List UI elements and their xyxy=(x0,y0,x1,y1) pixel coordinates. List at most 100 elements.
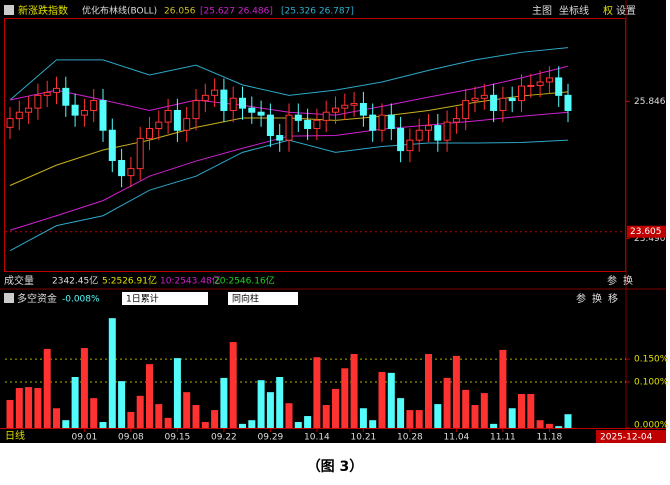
candle-body xyxy=(369,114,377,131)
bar xyxy=(564,414,572,428)
dropdown[interactable] xyxy=(122,292,208,305)
bar xyxy=(322,405,330,428)
bar xyxy=(499,349,507,428)
y-tick-label: 25.846 xyxy=(634,97,666,107)
x-tick-label: 11.04 xyxy=(444,433,470,443)
button[interactable]: 坐标线 xyxy=(559,4,589,17)
candle-body xyxy=(90,100,98,111)
candle-body xyxy=(452,118,460,123)
candle-body xyxy=(192,100,200,120)
candle-body xyxy=(25,107,33,113)
sub-value: -0.008% xyxy=(62,295,100,305)
candle-body xyxy=(285,114,293,141)
candle-body xyxy=(71,104,79,116)
bar xyxy=(285,403,293,428)
bar xyxy=(332,388,339,428)
candle-body xyxy=(6,118,14,128)
bar xyxy=(350,354,358,428)
button[interactable]: 主图 xyxy=(532,5,552,17)
candle-body xyxy=(406,139,414,152)
candle-body xyxy=(490,94,498,111)
bar xyxy=(136,395,144,428)
sub-label: 多空资金 xyxy=(17,292,57,305)
boll-band: [25.326 26.787] xyxy=(281,7,354,17)
candle-body xyxy=(229,97,237,111)
candle-body xyxy=(387,114,395,130)
bar xyxy=(211,410,219,428)
candle-body xyxy=(155,121,163,130)
candle-body xyxy=(415,129,423,141)
candle-body xyxy=(53,87,60,93)
period[interactable]: 日线 xyxy=(5,429,25,442)
candle-body xyxy=(471,97,479,102)
button[interactable]: 设置 xyxy=(616,5,636,17)
bar xyxy=(480,393,488,428)
volume-ma: 5:2526.91亿 xyxy=(102,275,157,287)
volume-label: 成交量 xyxy=(4,274,34,287)
button[interactable]: 参 xyxy=(576,292,586,305)
button[interactable]: 换 xyxy=(592,292,602,305)
bar xyxy=(471,405,479,428)
bar xyxy=(201,422,209,428)
x-tick-label: 09.29 xyxy=(258,433,284,443)
bar xyxy=(15,388,23,428)
bar xyxy=(34,388,42,428)
candle-body xyxy=(462,100,470,120)
volume-ma: 20:2546.16亿 xyxy=(214,275,275,287)
candle-body xyxy=(15,111,23,120)
candle-body xyxy=(341,104,349,109)
bar xyxy=(118,381,126,428)
bar xyxy=(43,348,51,428)
bar xyxy=(518,393,525,428)
bar xyxy=(99,422,107,428)
bar xyxy=(25,387,33,428)
button[interactable]: 移 xyxy=(608,292,618,305)
x-tick-label: 11.11 xyxy=(490,433,516,443)
bar xyxy=(425,354,432,428)
candle-body xyxy=(220,89,228,111)
bar xyxy=(452,355,460,428)
caption: （图 3） xyxy=(307,459,364,475)
bar xyxy=(294,422,302,428)
candle-body xyxy=(183,118,191,131)
candle-body xyxy=(248,107,256,113)
bar xyxy=(415,410,423,428)
candle-body xyxy=(164,109,172,123)
x-tick-label: 09.22 xyxy=(211,433,237,443)
bar xyxy=(229,342,237,428)
candle-body xyxy=(146,128,153,139)
icon xyxy=(4,5,14,15)
candle-body xyxy=(313,119,321,130)
bar xyxy=(443,377,451,428)
candle-body xyxy=(266,114,274,136)
candle-body xyxy=(397,128,405,152)
bar xyxy=(53,408,60,428)
button[interactable]: 参 xyxy=(607,274,617,287)
button[interactable]: 换 xyxy=(623,274,633,287)
bar xyxy=(341,368,349,428)
bar xyxy=(80,348,88,428)
bar xyxy=(62,420,70,428)
x-tick-label: 11.18 xyxy=(537,433,563,443)
candle-body xyxy=(555,77,563,96)
dropdown-text[interactable]: 同向柱 xyxy=(232,293,259,305)
dropdown-text[interactable]: 1日累计 xyxy=(126,293,159,305)
bar xyxy=(406,410,414,428)
candle-body xyxy=(499,97,507,111)
candle-body xyxy=(304,119,312,130)
dropdown[interactable] xyxy=(228,292,298,305)
bar xyxy=(276,376,284,428)
bar xyxy=(378,371,386,428)
button[interactable]: 权 xyxy=(603,4,613,17)
date-box xyxy=(596,430,666,443)
boll-mid: 26.056 xyxy=(164,7,196,17)
candle-body xyxy=(62,87,70,106)
y-tick-label: 0.150% xyxy=(634,355,669,365)
x-tick-label: 10.28 xyxy=(397,433,423,443)
bar xyxy=(304,416,312,428)
candle-body xyxy=(378,114,386,131)
candle-body xyxy=(211,89,219,96)
bar xyxy=(536,420,544,428)
candle-body xyxy=(332,107,339,113)
